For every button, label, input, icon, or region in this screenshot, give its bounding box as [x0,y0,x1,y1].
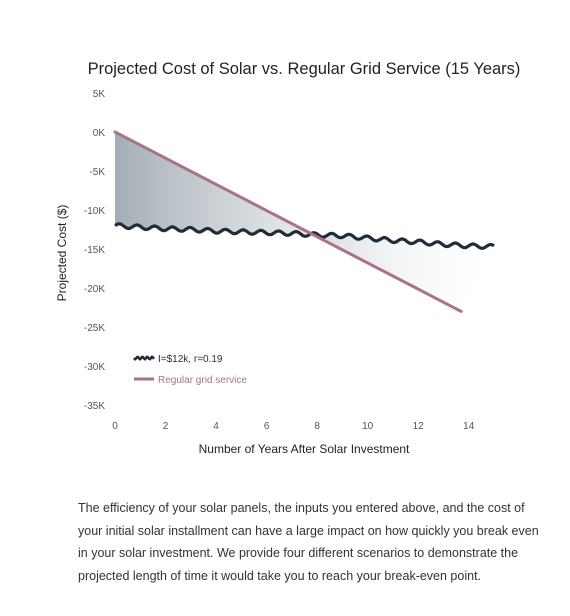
x-tick-label: 6 [264,421,270,432]
x-tick-label: 8 [314,421,320,432]
savings-area [313,232,494,312]
x-axis-label: Number of Years After Solar Investment [199,442,410,456]
y-tick-label: 5K [93,89,106,100]
legend-label-grid: Regular grid service [158,375,247,386]
x-tick-label: 14 [463,421,475,432]
y-axis-ticks: 5K 0K -5K -10K -15K -20K -25K -30K -35K [84,89,105,412]
y-tick-label: -25K [84,323,105,334]
legend-label-solar: I=$12k, r=0.19 [158,354,223,365]
series-line-solar[interactable] [114,222,495,250]
x-tick-label: 0 [112,421,118,432]
y-tick-label: -30K [84,362,105,373]
y-tick-label: 0K [93,128,106,139]
y-axis-label: Projected Cost ($) [55,205,69,302]
y-tick-label: -10K [84,206,105,217]
y-tick-label: -15K [84,245,105,256]
y-tick-label: -35K [84,401,105,412]
chart-title: Projected Cost of Solar vs. Regular Grid… [88,60,521,78]
series-line-grid[interactable] [113,130,463,313]
y-tick-label: -5K [89,167,105,178]
x-tick-label: 12 [413,421,425,432]
x-axis-ticks: 0 2 4 6 8 10 12 14 [112,421,475,432]
cost-chart: Projected Cost of Solar vs. Regular Grid… [55,60,521,456]
y-tick-label: -20K [84,284,105,295]
legend-swatch-solar [133,355,156,361]
x-tick-label: 4 [213,421,219,432]
description-text: The efficiency of your solar panels, the… [78,501,539,583]
x-tick-label: 2 [163,421,169,432]
legend-item-grid[interactable]: Regular grid service [134,375,247,386]
difference-area [115,132,494,312]
x-tick-label: 10 [362,421,374,432]
legend: I=$12k, r=0.19 Regular grid service [133,354,247,386]
series-lines [113,130,495,313]
legend-item-solar[interactable]: I=$12k, r=0.19 [133,354,223,365]
